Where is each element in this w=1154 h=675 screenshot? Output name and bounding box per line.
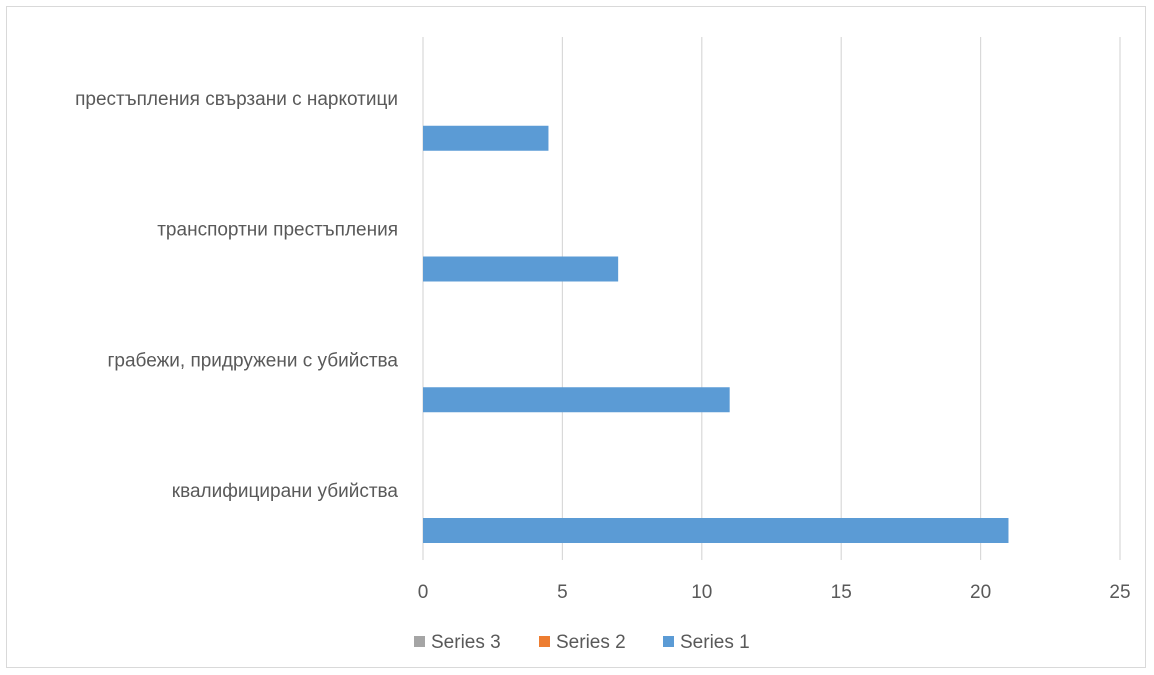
- bar-series-1: [423, 387, 730, 412]
- legend: Series 3 Series 2 Series 1: [414, 632, 750, 653]
- gridlines: [423, 37, 1120, 560]
- bar-series-1: [423, 518, 1008, 543]
- category-label: транспортни престъпления: [157, 220, 398, 241]
- legend-swatch: [414, 636, 425, 647]
- category-label: квалифицирани убийства: [172, 481, 399, 502]
- legend-label: Series 1: [680, 632, 750, 653]
- category-label: грабежи, придружени с убийства: [107, 350, 398, 371]
- bar-series-1: [423, 257, 618, 282]
- category-labels: квалифицирани убийства грабежи, придружен…: [75, 89, 398, 502]
- legend-label: Series 2: [556, 632, 626, 653]
- x-tick-label: 5: [557, 582, 568, 603]
- category-label: престъпления свързани с наркотици: [75, 89, 398, 110]
- legend-swatch: [539, 636, 550, 647]
- x-tick-label: 10: [691, 582, 712, 603]
- legend-label: Series 3: [431, 632, 501, 653]
- bar-series-1: [423, 126, 548, 151]
- x-tick-label: 15: [831, 582, 852, 603]
- x-tick-label: 25: [1109, 582, 1130, 603]
- x-tick-label: 20: [970, 582, 991, 603]
- x-axis-tick-labels: 0 5 10 15 20 25: [418, 582, 1131, 603]
- legend-swatch: [663, 636, 674, 647]
- bars: [423, 126, 1008, 543]
- x-tick-label: 0: [418, 582, 429, 603]
